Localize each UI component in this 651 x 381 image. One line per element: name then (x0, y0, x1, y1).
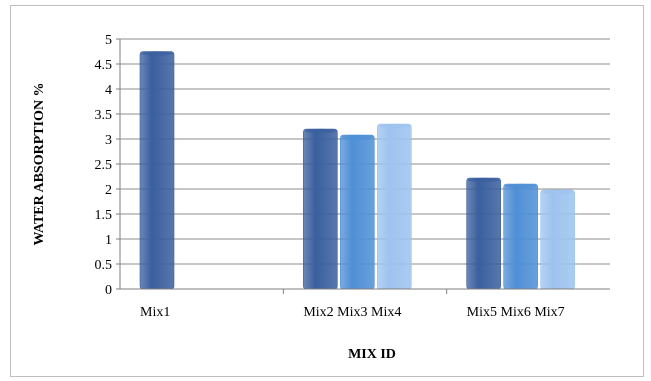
x-category-labels: Mix1 Mix2 Mix3 Mix4 Mix5 Mix6 Mix7 (140, 305, 565, 320)
x-axis-title: MIX ID (348, 347, 396, 362)
y-tick-label: 0 (105, 283, 112, 298)
y-tick-label: 2 (105, 183, 112, 198)
y-tick-label: 4.5 (95, 58, 113, 73)
y-tick-label: 2.5 (95, 158, 113, 173)
bar-top-mix3 (341, 134, 374, 140)
bars (139, 51, 575, 290)
bar-top-mix6 (504, 183, 537, 189)
y-tick-label: 3.5 (95, 108, 113, 123)
axes (116, 38, 610, 294)
y-tick-label: 4 (105, 83, 112, 98)
bar-mix4 (377, 123, 412, 290)
bar-top-mix5 (467, 177, 500, 183)
bar-top-mix4 (378, 123, 411, 129)
y-tick-label: 5 (105, 33, 112, 48)
y-tick-label: 0.5 (95, 258, 113, 273)
y-tick-labels: 0 0.5 1 1.5 2 2.5 3 3.5 4 4.5 5 (95, 33, 113, 298)
bar-mix5 (466, 177, 501, 290)
y-tick-label: 3 (105, 133, 112, 148)
bar-mix2 (303, 128, 338, 290)
bar-mix3 (340, 134, 375, 290)
bar-mix6 (503, 183, 538, 290)
x-category-label: Mix2 Mix3 Mix4 (303, 305, 401, 320)
bar-top-mix1 (141, 51, 173, 56)
bar-top-mix2 (304, 128, 337, 134)
y-tick-label: 1.5 (95, 208, 113, 223)
y-tick-label: 1 (105, 233, 112, 248)
bar-mix7 (540, 189, 575, 290)
x-category-label: Mix1 (140, 305, 170, 320)
bar-top-mix7 (541, 189, 574, 195)
bar-mix1 (139, 51, 175, 290)
x-category-label: Mix5 Mix6 Mix7 (467, 305, 565, 320)
y-axis-title: WATER ABSORPTION % (32, 82, 47, 245)
